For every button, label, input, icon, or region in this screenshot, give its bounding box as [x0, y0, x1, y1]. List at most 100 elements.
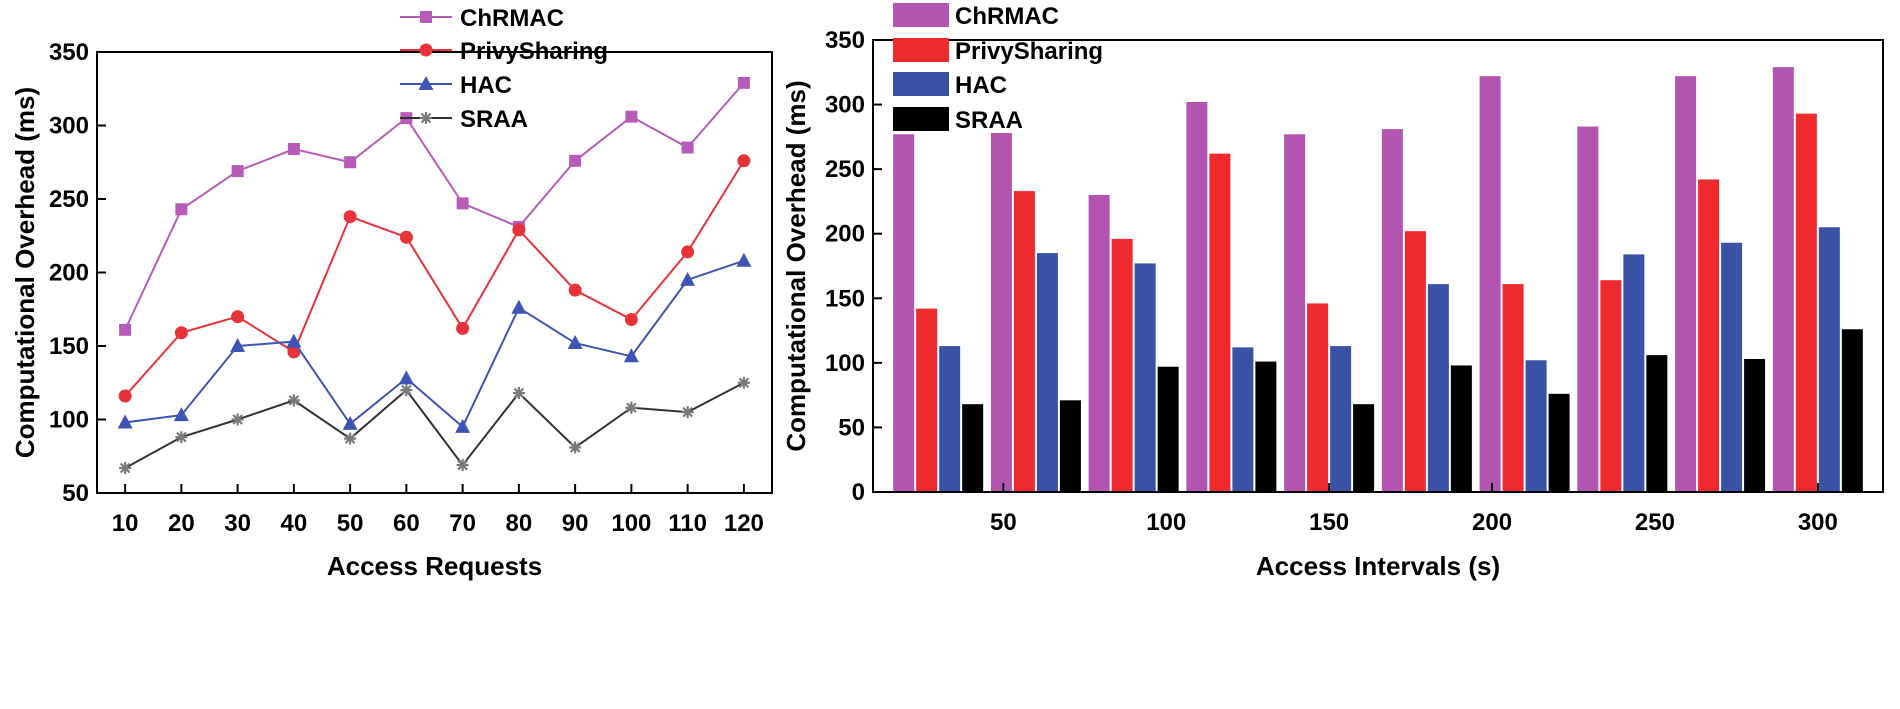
legend-marker: [420, 112, 432, 124]
bar: [1088, 194, 1110, 492]
y-tick-label: 300: [825, 92, 865, 119]
bar: [1209, 153, 1231, 492]
bar: [1744, 358, 1766, 492]
bar: [1675, 76, 1697, 492]
legend-swatch: [893, 72, 949, 96]
bar: [1818, 227, 1840, 492]
y-tick-label: 250: [49, 186, 89, 213]
y-tick-label: 200: [49, 260, 89, 287]
plot-frame: [872, 39, 1884, 493]
series-hac: [117, 252, 752, 433]
bar: [1698, 179, 1720, 492]
x-tick-label: 100: [611, 510, 651, 537]
data-point: [681, 245, 695, 259]
bar: [962, 404, 984, 492]
data-point: [623, 348, 639, 363]
bar: [916, 308, 938, 492]
data-point: [567, 335, 583, 350]
bar: [1841, 329, 1863, 492]
x-tick-label: 50: [990, 509, 1017, 536]
data-point: [456, 459, 469, 472]
y-tick-label: 250: [825, 156, 865, 183]
bar: [1450, 365, 1472, 492]
y-tick-label: 200: [825, 221, 865, 248]
data-point: [511, 299, 527, 314]
data-point: [681, 406, 694, 419]
legend-marker: [419, 43, 433, 57]
x-tick-label: 90: [562, 510, 589, 537]
bar: [1013, 191, 1035, 492]
legend-swatch: [893, 3, 949, 27]
legend: ChRMAC PrivySharing HAC SRAA: [400, 5, 608, 133]
x-tick-label: 40: [281, 510, 308, 537]
y-tick-label: 100: [49, 407, 89, 434]
series-line: [124, 259, 745, 429]
series-sraa: [119, 376, 750, 475]
data-point: [625, 110, 638, 123]
data-point: [175, 203, 188, 216]
bar: [990, 132, 1012, 493]
bar-chart-access-intervals: 0 50 100 150 200 250 300 350 50 100 150 200 250 300 Ac…: [781, 3, 1884, 581]
x-tick-label: 60: [393, 510, 420, 537]
data-point: [737, 376, 750, 389]
data-point: [456, 197, 469, 210]
series-line: [124, 160, 745, 397]
bar-series-privysharing: [916, 113, 1817, 493]
data-point: [230, 338, 246, 352]
y-tick-label: 300: [49, 113, 89, 140]
data-point: [512, 387, 525, 400]
y-axis-title: Computational Overhead (ms): [781, 80, 811, 451]
y-tick-label: 0: [852, 479, 865, 506]
data-point: [400, 384, 413, 397]
bar: [1307, 303, 1329, 492]
bar-series-chrmac: [893, 67, 1794, 493]
x-tick-label: 250: [1635, 509, 1675, 536]
bar: [1284, 134, 1306, 492]
data-point: [343, 210, 357, 224]
data-point: [342, 415, 358, 430]
legend-label: PrivySharing: [955, 38, 1103, 65]
data-point: [173, 407, 189, 422]
series-line: [124, 82, 745, 331]
data-point: [231, 310, 245, 324]
legend-label: SRAA: [460, 106, 528, 133]
legend-label: ChRMAC: [460, 5, 564, 32]
legend-label: SRAA: [955, 107, 1023, 134]
x-tick-label: 200: [1472, 509, 1512, 536]
bar-series-hac: [939, 227, 1840, 492]
y-tick-label: 150: [49, 333, 89, 360]
data-point: [118, 389, 132, 403]
x-tick-label: 300: [1798, 509, 1838, 536]
data-point: [344, 432, 357, 445]
bar: [1427, 284, 1449, 492]
bar: [939, 346, 961, 492]
data-point: [287, 143, 300, 156]
bar: [1381, 129, 1403, 492]
data-point: [456, 321, 470, 335]
data-point: [455, 418, 471, 433]
x-tick-label: 10: [112, 510, 139, 537]
y-tick-label: 100: [825, 350, 865, 377]
x-tick-label: 50: [337, 510, 364, 537]
x-axis-title: Access Requests: [327, 551, 542, 581]
data-point: [231, 413, 244, 426]
y-tick-label: 50: [838, 414, 865, 441]
legend-swatch: [893, 38, 949, 62]
data-point: [174, 326, 188, 340]
x-tick-label: 30: [224, 510, 251, 537]
bar: [1353, 404, 1375, 492]
bar: [1479, 76, 1501, 492]
bar: [1721, 242, 1743, 492]
series-line: [124, 381, 745, 469]
bar: [1134, 263, 1156, 492]
y-tick-label: 150: [825, 285, 865, 312]
bar: [1772, 67, 1794, 493]
data-point: [569, 154, 582, 167]
data-point: [344, 156, 357, 169]
series-privysharing: [118, 154, 751, 403]
line-chart-access-requests: 50 100 150 200 250 300 350 10 20 30 40 50 60 70 80 90 10…: [10, 5, 773, 581]
y-tick-label: 350: [825, 27, 865, 54]
bar: [1330, 346, 1352, 492]
bar: [1600, 280, 1622, 492]
